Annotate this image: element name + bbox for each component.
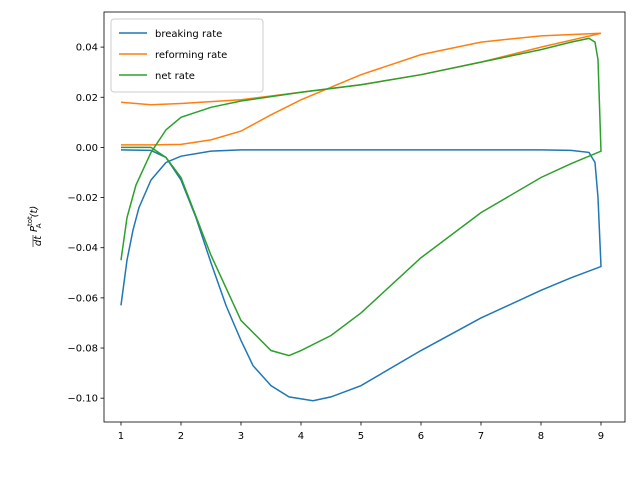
x-tick-label: 2 — [178, 431, 184, 442]
y-label-tail: (t) — [29, 206, 40, 218]
y-tick-label: 0.02 — [76, 93, 98, 104]
plot-frame — [103, 11, 626, 423]
y-label-sup: tot — [26, 216, 34, 226]
y-label-sub: A — [35, 223, 43, 228]
x-tick-label: 7 — [478, 431, 484, 442]
line-series — [120, 32, 602, 146]
y-tick-label: 0.04 — [76, 43, 98, 54]
y-tick-label: −0.02 — [67, 193, 98, 204]
legend-label: net rate — [155, 71, 195, 82]
legend-label: breaking rate — [155, 29, 222, 40]
y-axis-label: dtF(t)PtotA(t) — [26, 206, 44, 247]
y-label-base: P — [29, 225, 40, 232]
x-tick-label: 8 — [538, 431, 544, 442]
x-tick-label: 6 — [418, 431, 424, 442]
y-tick-label: 0.00 — [76, 143, 98, 154]
y-label-den: dt — [33, 235, 44, 246]
y-tick-label: −0.04 — [67, 243, 98, 254]
x-tick-label: 4 — [298, 431, 304, 442]
line-series — [120, 37, 602, 357]
y-tick-label: −0.08 — [67, 344, 98, 355]
y-tick-label: −0.06 — [67, 293, 98, 304]
x-tick-label: 5 — [358, 431, 364, 442]
x-tick-label: 9 — [598, 431, 604, 442]
y-tick-label: −0.10 — [67, 394, 98, 405]
legend-box — [110, 18, 264, 93]
x-tick-label: 3 — [238, 431, 244, 442]
line-series — [120, 149, 602, 402]
y-label-body: PtotA (t) — [26, 206, 43, 232]
x-tick-label: 1 — [118, 431, 124, 442]
legend-label: reforming rate — [155, 50, 227, 61]
